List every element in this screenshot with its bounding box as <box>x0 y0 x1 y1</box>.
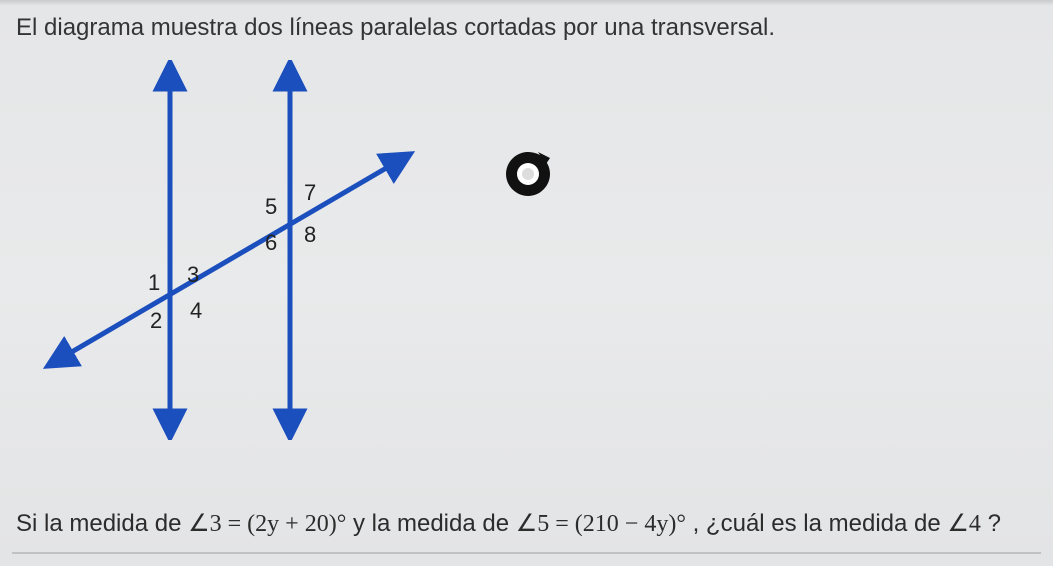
q-end: ? <box>988 510 1001 537</box>
screenshot-marker-icon <box>500 148 556 204</box>
angle-label-5: 5 <box>265 194 277 219</box>
angle-label-6: 6 <box>265 230 277 255</box>
question-text: Si la medida de ∠3 = (2y + 20)° y la med… <box>16 509 1001 538</box>
marker-svg <box>500 148 556 204</box>
q-mid: y la medida de <box>353 510 516 537</box>
q-suffix: , ¿cuál es la medida de <box>693 510 948 537</box>
q-expr1: (2y + 20)° <box>247 511 346 537</box>
q-target: ∠4 <box>947 511 981 537</box>
q-prefix: Si la medida de <box>16 510 188 537</box>
parallel-lines-diagram: 1 2 3 4 5 6 7 8 <box>40 60 460 440</box>
angle-label-7: 7 <box>304 180 316 205</box>
q-angle3-lhs: ∠3 = <box>188 511 247 537</box>
q-angle5-lhs: ∠5 = <box>516 511 575 537</box>
angle-label-2: 2 <box>150 308 162 333</box>
q-expr2: (210 − 4y)° <box>575 511 686 537</box>
page-background: El diagrama muestra dos líneas paralelas… <box>0 0 1053 566</box>
angle-label-8: 8 <box>304 222 316 247</box>
angle-label-1: 1 <box>148 270 160 295</box>
bottom-divider <box>12 552 1041 554</box>
top-edge-shadow <box>0 0 1053 6</box>
problem-statement: El diagrama muestra dos líneas paralelas… <box>16 14 775 42</box>
angle-label-3: 3 <box>187 262 199 287</box>
transversal-line <box>58 160 400 360</box>
diagram-svg: 1 2 3 4 5 6 7 8 <box>40 60 460 440</box>
angle-label-4: 4 <box>190 298 202 323</box>
